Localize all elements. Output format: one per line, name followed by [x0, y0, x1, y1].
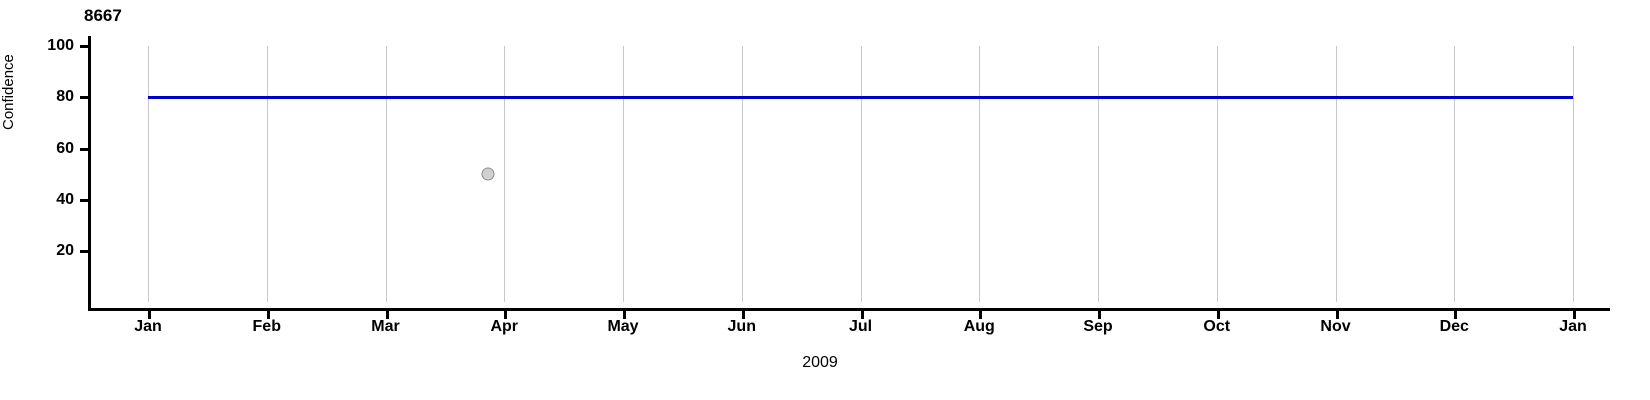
x-tick-1: [266, 310, 270, 319]
x-tick-3: [504, 310, 508, 319]
x-tick-10: [1335, 310, 1339, 319]
y-tick-label-40: 40: [56, 190, 74, 208]
chart-title: 8667: [84, 6, 122, 25]
gridline-nov-10: [1335, 46, 1337, 302]
x-tick-label-11: Dec: [1439, 318, 1469, 335]
gridline-may-4: [623, 46, 624, 302]
y-tick-label-60: 60: [56, 139, 74, 157]
gridline-dec-11: [1454, 46, 1456, 302]
y-tick-label-100: 100: [47, 37, 74, 54]
x-tick-8: [1098, 310, 1101, 319]
x-tick-label-0: Jan: [134, 318, 162, 335]
y-tick-40: [80, 198, 89, 202]
x-tick-label-2: Mar: [371, 318, 400, 335]
gridline-jan-12: [1573, 46, 1574, 302]
x-tick-label-7: Aug: [963, 318, 995, 335]
gridline-feb-1: [266, 46, 268, 302]
y-tick-label-20: 20: [56, 242, 74, 259]
gridline-mar-2: [385, 46, 387, 302]
gridline-sep-8: [1098, 46, 1099, 302]
x-tick-0: [148, 310, 151, 319]
x-tick-2: [385, 310, 389, 319]
x-tick-label-1: Feb: [252, 318, 281, 335]
x-tick-label-8: Sep: [1083, 318, 1113, 335]
y-tick-label-80: 80: [56, 88, 74, 106]
x-tick-label-4: May: [607, 318, 639, 335]
data-point[interactable]: [481, 167, 495, 181]
x-tick-label-12: Jan: [1559, 318, 1587, 335]
x-axis-spine: [88, 308, 1610, 311]
y-axis-label-text: Confidence: [0, 54, 17, 130]
y-tick-80: [80, 96, 89, 100]
gridline-jun-5: [741, 46, 743, 302]
gridline-jul-6: [860, 46, 862, 302]
x-tick-label-10: Nov: [1320, 318, 1351, 335]
y-tick-100: [80, 45, 89, 48]
x-tick-9: [1216, 310, 1220, 319]
gridline-aug-7: [979, 46, 981, 302]
y-axis-spine: [88, 36, 91, 311]
x-tick-label-5: Jun: [727, 318, 756, 335]
gridline-apr-3: [504, 46, 506, 302]
y-tick-20: [80, 250, 89, 253]
gridline-oct-9: [1216, 46, 1218, 302]
gridline-jan-0: [148, 46, 149, 302]
x-tick-label-3: Apr: [490, 318, 519, 335]
x-tick-7: [979, 310, 983, 319]
x-tick-6: [860, 310, 864, 319]
y-tick-60: [80, 147, 89, 151]
x-tick-12: [1573, 310, 1576, 319]
x-axis-caption: 2009: [802, 354, 838, 371]
threshold-line: [148, 96, 1573, 100]
x-tick-label-6: Jul: [848, 318, 873, 335]
x-tick-4: [623, 310, 626, 319]
y-axis-label: Confidence: [0, 54, 17, 130]
x-tick-5: [741, 310, 745, 319]
x-tick-11: [1454, 310, 1458, 319]
x-tick-label-9: Oct: [1203, 318, 1231, 335]
